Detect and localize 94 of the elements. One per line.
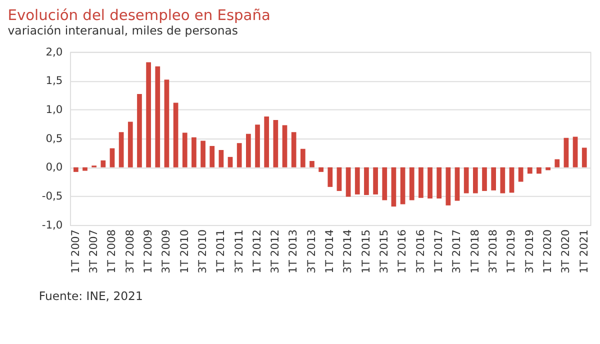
y-tick-label: 0,0 bbox=[46, 160, 63, 174]
bar bbox=[246, 134, 251, 168]
bar bbox=[146, 62, 151, 168]
x-tick-label: 1T 2009 bbox=[141, 229, 154, 274]
bar bbox=[400, 167, 406, 204]
x-tick-label: 1T 2017 bbox=[432, 229, 446, 274]
x-tick-label: 3T 2011 bbox=[232, 229, 246, 274]
x-tick-label: 1T 2016 bbox=[396, 229, 409, 274]
x-tick-label: 3T 2020 bbox=[559, 229, 572, 274]
bar bbox=[200, 140, 206, 168]
x-tick-label: 3T 2014 bbox=[341, 229, 354, 274]
x-tick-label: 3T 2010 bbox=[196, 229, 209, 274]
x-tick-label: 3T 2012 bbox=[268, 229, 282, 274]
bar bbox=[464, 167, 469, 194]
bar bbox=[536, 167, 542, 174]
bar bbox=[128, 122, 133, 168]
chart-subtitle: variación interanual, miles de personas bbox=[8, 23, 238, 38]
y-tick-label: -0,5 bbox=[42, 190, 63, 203]
bar bbox=[82, 167, 88, 171]
bar bbox=[572, 136, 578, 168]
bar bbox=[318, 167, 324, 172]
bar bbox=[300, 148, 306, 168]
bar bbox=[564, 138, 569, 168]
chart-title: Evolución del desempleo en España bbox=[8, 6, 270, 24]
bar bbox=[346, 167, 351, 197]
bar bbox=[509, 167, 514, 193]
y-tick-label: 0,5 bbox=[46, 132, 63, 145]
bar bbox=[228, 156, 233, 168]
x-tick-label: 3T 2007 bbox=[86, 229, 100, 274]
bar bbox=[310, 160, 314, 168]
bar bbox=[446, 167, 451, 206]
bar bbox=[255, 124, 260, 168]
bar bbox=[336, 167, 342, 191]
y-tick-label: 1,0 bbox=[46, 103, 63, 116]
x-tick-label: 1T 2013 bbox=[286, 229, 300, 274]
bar bbox=[527, 167, 532, 174]
bar bbox=[391, 167, 396, 207]
bar bbox=[354, 167, 360, 194]
bar bbox=[482, 167, 487, 191]
bar bbox=[192, 137, 196, 168]
bar bbox=[418, 167, 424, 198]
x-tick-label: 1T 2019 bbox=[504, 229, 518, 274]
bar bbox=[73, 167, 78, 172]
x-tick-label: 3T 2008 bbox=[123, 229, 136, 274]
bar bbox=[491, 167, 496, 190]
bar bbox=[236, 143, 242, 168]
bar bbox=[382, 167, 388, 200]
bar bbox=[173, 102, 178, 168]
x-tick-label: 1T 2008 bbox=[105, 229, 118, 274]
bar bbox=[454, 167, 460, 201]
x-tick-label: 3T 2019 bbox=[522, 229, 536, 274]
bar bbox=[155, 66, 160, 168]
x-tick-label: 1T 2007 bbox=[68, 229, 82, 274]
bar bbox=[428, 167, 432, 198]
x-tick-label: 1T 2012 bbox=[250, 229, 264, 274]
x-tick-label: 1T 2011 bbox=[214, 229, 228, 274]
bar bbox=[364, 167, 369, 196]
bar bbox=[137, 94, 142, 168]
y-tick-label: 1,5 bbox=[46, 74, 63, 88]
bar bbox=[110, 148, 115, 168]
bar bbox=[518, 167, 524, 182]
bar bbox=[218, 150, 224, 168]
bar bbox=[582, 148, 587, 168]
y-tick-label: -1,0 bbox=[42, 218, 63, 232]
bar bbox=[100, 160, 106, 168]
bar bbox=[164, 80, 170, 168]
bar bbox=[472, 167, 478, 194]
bar bbox=[282, 125, 288, 168]
bar bbox=[291, 132, 296, 168]
bar bbox=[118, 132, 124, 168]
bar bbox=[264, 116, 270, 168]
bar bbox=[554, 159, 560, 168]
bar bbox=[182, 132, 188, 168]
bar bbox=[409, 167, 414, 200]
x-tick-label: 1T 2018 bbox=[468, 229, 482, 274]
source-note: Fuente: INE, 2021 bbox=[38, 288, 143, 303]
x-tick-label: 3T 2015 bbox=[378, 229, 391, 274]
bar bbox=[273, 120, 278, 168]
x-tick-label: 3T 2017 bbox=[450, 229, 464, 274]
bar bbox=[210, 146, 215, 168]
x-tick-label: 1T 2021 bbox=[577, 229, 590, 274]
x-tick-label: 1T 2015 bbox=[359, 229, 372, 274]
x-tick-label: 3T 2018 bbox=[486, 229, 500, 274]
y-tick-label: 2,0 bbox=[46, 45, 63, 58]
x-tick-label: 3T 2013 bbox=[304, 229, 318, 274]
bar bbox=[436, 167, 442, 198]
x-tick-label: 1T 2020 bbox=[540, 229, 554, 274]
x-tick-label: 3T 2009 bbox=[160, 229, 173, 274]
bar bbox=[373, 167, 378, 194]
bar bbox=[328, 167, 333, 187]
x-tick-label: 1T 2014 bbox=[323, 229, 336, 274]
x-tick-label: 1T 2010 bbox=[178, 229, 191, 274]
x-tick-label: 3T 2016 bbox=[414, 229, 427, 274]
bar bbox=[500, 167, 506, 194]
